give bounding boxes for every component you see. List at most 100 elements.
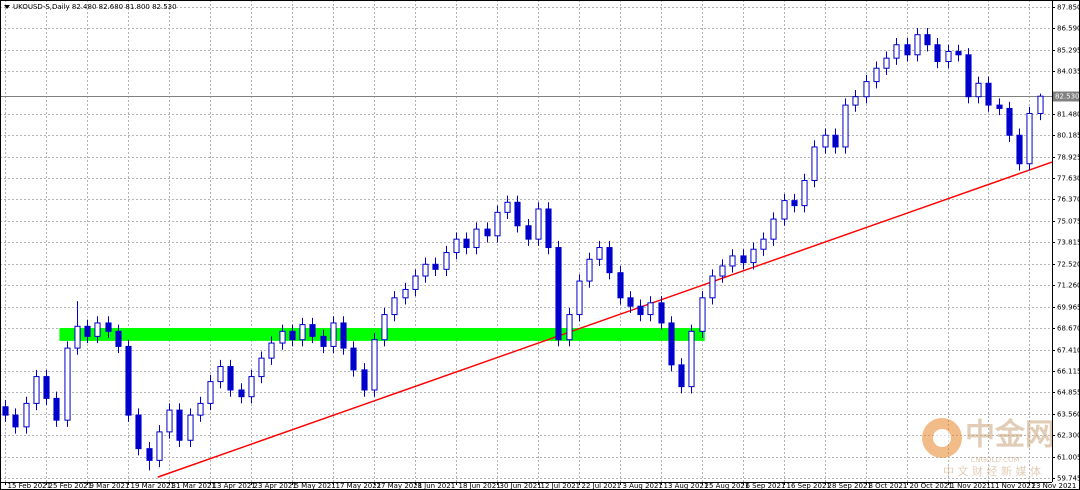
candle-body xyxy=(965,54,972,98)
candle-body xyxy=(197,402,204,416)
x-tick-label: 3 Aug 2021 xyxy=(623,482,663,490)
candle-body xyxy=(791,200,798,207)
y-tick-label: 84.035 xyxy=(1057,68,1080,76)
candle-body xyxy=(2,406,9,416)
candle-body xyxy=(647,302,654,316)
y-tick-label: 78.925 xyxy=(1057,154,1080,162)
candle-body xyxy=(187,414,194,441)
candle-body xyxy=(842,104,849,148)
watermark-logo xyxy=(933,429,951,447)
candle-body xyxy=(1026,112,1033,165)
y-tick-label: 67.410 xyxy=(1057,347,1080,355)
y-tick-label: 75.075 xyxy=(1057,218,1080,226)
x-tick-label: 13 Aug 2021 xyxy=(664,482,709,490)
candle-body xyxy=(299,324,306,341)
candle-body xyxy=(934,44,941,63)
candle-body xyxy=(586,258,593,282)
candle-body xyxy=(719,265,726,277)
candle-body xyxy=(330,322,337,347)
candle-body xyxy=(678,364,685,388)
candle-body xyxy=(822,134,829,148)
candle-body xyxy=(279,330,286,344)
watermark: 中金网 CNGOLD.COM 中 文 财 经 新 媒 体 xyxy=(922,418,1055,478)
y-tick-label: 80.185 xyxy=(1057,132,1080,140)
candle-body xyxy=(883,57,890,69)
watermark-sub: 中 文 财 经 新 媒 体 xyxy=(943,464,1041,478)
candle-body xyxy=(750,248,757,264)
candle-body xyxy=(453,238,460,254)
watermark-text: 中金网 xyxy=(965,418,1055,453)
candle-body xyxy=(412,275,419,290)
candle-body xyxy=(135,414,142,450)
candle-body xyxy=(576,280,583,316)
candle-body xyxy=(873,67,880,83)
candle-body xyxy=(811,146,818,181)
candle-body xyxy=(535,208,542,240)
x-tick-label: 22 Jul 2021 xyxy=(582,482,622,490)
candle-body xyxy=(504,201,511,213)
y-tick-label: 71.260 xyxy=(1057,282,1080,290)
candle-body xyxy=(217,366,224,383)
candle-body xyxy=(309,324,316,337)
candle-body xyxy=(893,44,900,59)
x-tick-label: 5 May 2021 xyxy=(295,482,336,490)
candle-body xyxy=(422,263,429,277)
y-tick-label: 69.965 xyxy=(1057,304,1080,312)
x-tick-label: 15 Feb 2021 xyxy=(8,482,52,490)
candle-body xyxy=(740,255,747,264)
candle-body xyxy=(53,397,60,421)
candle-body xyxy=(688,330,695,388)
current-price-box xyxy=(1053,91,1079,102)
x-tick-label: 27 May 2021 xyxy=(377,482,423,490)
x-tick-label: 17 May 2021 xyxy=(336,482,382,490)
y-tick-label: 61.005 xyxy=(1057,454,1080,462)
candle-body xyxy=(84,325,91,337)
y-tick-label: 85.295 xyxy=(1057,47,1080,55)
candle-body xyxy=(12,414,19,428)
x-tick-label: 20 Oct 2021 xyxy=(910,482,953,490)
y-tick-label: 62.300 xyxy=(1057,432,1080,440)
y-tick-label: 63.560 xyxy=(1057,411,1080,419)
candle-body xyxy=(1006,107,1013,136)
candle-body xyxy=(289,330,296,341)
candle-body xyxy=(627,297,634,307)
candle-body xyxy=(391,297,398,316)
y-tick-label: 81.480 xyxy=(1057,111,1080,119)
candle-body xyxy=(1016,134,1023,165)
candle-body xyxy=(74,325,81,349)
candle-body xyxy=(699,297,706,332)
candle-body xyxy=(402,288,409,299)
y-tick-label: 66.115 xyxy=(1057,368,1080,376)
candle-body xyxy=(709,275,716,299)
x-tick-label: 18 Jun 2021 xyxy=(459,482,501,490)
candle-body xyxy=(924,34,931,46)
candle-body xyxy=(658,302,665,324)
candle-body xyxy=(729,255,736,267)
candle-body xyxy=(381,314,388,341)
candle-body xyxy=(904,44,911,56)
candle-body xyxy=(320,335,327,347)
chart-title: UKOUSD-S,Daily 82.480 82.680 81.800 82.5… xyxy=(13,3,177,11)
candle-body xyxy=(258,357,265,378)
candle-body xyxy=(443,252,450,270)
candle-body xyxy=(545,208,552,249)
candle-body xyxy=(64,347,71,421)
candle-body xyxy=(340,322,347,349)
candle-body xyxy=(105,322,112,332)
x-tick-label: 25 Feb 2021 xyxy=(49,482,93,490)
candle-body xyxy=(115,330,122,347)
candle-body xyxy=(23,402,30,428)
candle-body xyxy=(781,200,788,220)
candle-body xyxy=(33,376,40,404)
candle-body xyxy=(238,389,245,398)
candle-body xyxy=(350,347,357,371)
candle-body xyxy=(832,134,839,148)
trendline xyxy=(157,161,1053,478)
x-tick-label: 16 Sep 2021 xyxy=(787,482,831,490)
candles xyxy=(2,27,1044,471)
candle-body xyxy=(176,409,183,441)
x-tick-label: 23 Apr 2021 xyxy=(254,482,297,490)
candle-body xyxy=(166,409,173,433)
